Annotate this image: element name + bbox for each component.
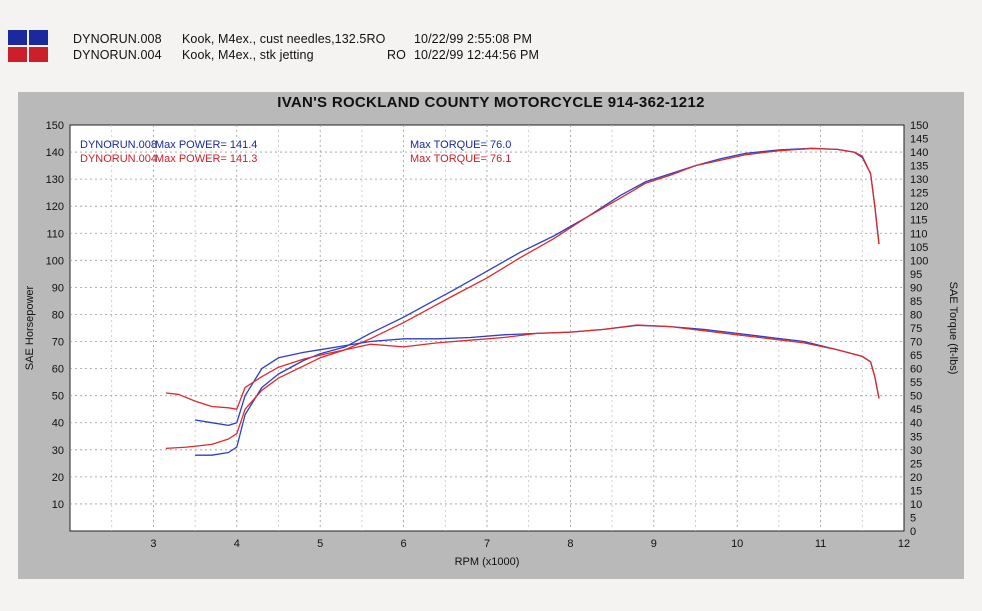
y2-tick-label: 115 <box>910 215 928 227</box>
y2-tick-label: 135 <box>910 161 928 173</box>
run-2-code: RO <box>387 48 406 62</box>
y2-tick-label: 150 <box>910 120 928 132</box>
y-tick-label: 140 <box>46 147 64 159</box>
y-tick-label: 100 <box>46 255 64 267</box>
run-2-date: 10/22/99 12:44:56 PM <box>414 48 540 62</box>
x-tick-label: 10 <box>731 538 743 550</box>
annotation-max-power: Max POWER= 141.4 <box>155 139 257 151</box>
y2-tick-label: 55 <box>910 377 922 389</box>
y-tick-label: 90 <box>52 282 64 294</box>
y2-tick-label: 100 <box>910 255 928 267</box>
swatch-red-bottom <box>8 47 27 62</box>
x-tick-label: 9 <box>651 538 657 550</box>
y2-tick-label: 35 <box>910 431 922 443</box>
series-torque-line <box>194 324 880 427</box>
x-tick-label: 7 <box>484 538 490 550</box>
y-tick-label: 30 <box>52 445 64 457</box>
y2-tick-label: 85 <box>910 296 922 308</box>
run-2-file: DYNORUN.004 <box>73 48 162 62</box>
y2-tick-label: 75 <box>910 323 922 335</box>
y2-tick-label: 50 <box>910 391 922 403</box>
y-axis-label: SAE Horsepower <box>24 285 36 370</box>
y-tick-label: 80 <box>52 309 64 321</box>
y2-tick-label: 60 <box>910 364 922 376</box>
y2-tick-label: 45 <box>910 404 922 416</box>
y2-tick-label: 105 <box>910 242 928 254</box>
run-1-file: DYNORUN.008 <box>73 32 162 46</box>
y-tick-label: 20 <box>52 472 64 484</box>
run-color-swatch <box>8 30 50 64</box>
run-2-desc: Kook, M4ex., stk jetting <box>182 48 314 62</box>
series-torque-line <box>165 324 880 410</box>
x-tick-label: 12 <box>898 538 910 550</box>
x-tick-label: 5 <box>317 538 323 550</box>
run-line-1: DYNORUN.008 Kook, M4ex., cust needles,13… <box>73 32 532 102</box>
y2-tick-label: 80 <box>910 309 922 321</box>
y-tick-label: 60 <box>52 364 64 376</box>
y-tick-label: 120 <box>46 201 64 213</box>
y-tick-label: 130 <box>46 174 64 186</box>
plot-area <box>69 124 905 532</box>
y2-tick-label: 145 <box>910 134 928 146</box>
annotation-run-name: DYNORUN.008 <box>80 139 157 151</box>
run-line-2: DYNORUN.004 Kook, M4ex., stk jetting RO … <box>73 48 539 132</box>
annotation-max-torque: Max TORQUE= 76.1 <box>410 153 511 165</box>
y2-tick-label: 15 <box>910 485 922 497</box>
chart-title: IVAN'S ROCKLAND COUNTY MOTORCYCLE 914-36… <box>277 94 705 111</box>
swatch-blue-top <box>8 30 27 45</box>
y2-tick-label: 65 <box>910 350 922 362</box>
x-tick-label: 4 <box>234 538 240 550</box>
run-1-desc: Kook, M4ex., cust needles,132.5RO <box>182 32 386 46</box>
y2-tick-label: 30 <box>910 445 922 457</box>
annotation-run-name: DYNORUN.004 <box>80 153 157 165</box>
y2-tick-label: 130 <box>910 174 928 186</box>
y2-tick-label: 40 <box>910 418 922 430</box>
y2-axis-label: SAE Torque (ft-lbs) <box>947 282 959 375</box>
y2-tick-label: 25 <box>910 458 922 470</box>
y-tick-label: 150 <box>46 120 64 132</box>
y-tick-label: 70 <box>52 337 64 349</box>
y-tick-label: 50 <box>52 391 64 403</box>
y2-tick-label: 125 <box>910 188 928 200</box>
y2-tick-label: 10 <box>910 499 922 511</box>
run-1-date: 10/22/99 2:55:08 PM <box>414 32 532 46</box>
y2-tick-label: 0 <box>910 526 916 538</box>
swatch-blue-top-right <box>29 30 48 45</box>
chart-frame: IVAN'S ROCKLAND COUNTY MOTORCYCLE 914-36… <box>18 92 964 579</box>
y2-tick-label: 140 <box>910 147 928 159</box>
y2-tick-label: 120 <box>910 201 928 213</box>
x-tick-label: 8 <box>567 538 573 550</box>
y-tick-label: 110 <box>46 228 64 240</box>
dyno-chart: 1020304050607080901001101201301401500510… <box>24 120 959 568</box>
y2-tick-label: 110 <box>910 228 928 240</box>
annotation-max-power: Max POWER= 141.3 <box>155 153 257 165</box>
x-tick-label: 6 <box>401 538 407 550</box>
y2-tick-label: 90 <box>910 282 922 294</box>
y2-tick-label: 70 <box>910 337 922 349</box>
x-axis-label: RPM (x1000) <box>455 556 520 568</box>
y-tick-label: 10 <box>52 499 64 511</box>
annotation-max-torque: Max TORQUE= 76.0 <box>410 139 511 151</box>
x-tick-label: 11 <box>815 538 826 550</box>
swatch-red-bottom-right <box>29 47 48 62</box>
report-header: DYNORUN.008 Kook, M4ex., cust needles,13… <box>0 0 982 80</box>
y2-tick-label: 5 <box>910 512 916 524</box>
y2-tick-label: 95 <box>910 269 922 281</box>
y2-tick-label: 20 <box>910 472 922 484</box>
x-tick-label: 3 <box>150 538 156 550</box>
y-tick-label: 40 <box>52 418 64 430</box>
series-horsepower-line <box>165 147 880 450</box>
